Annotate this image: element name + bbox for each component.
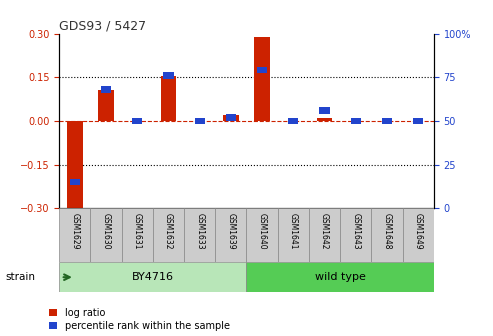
Text: GDS93 / 5427: GDS93 / 5427 (59, 19, 146, 33)
Bar (163, 73, 174, 79)
Bar (67, 121, 83, 210)
Bar (122, 208, 153, 262)
Text: strain: strain (5, 272, 35, 282)
Text: GSM1641: GSM1641 (289, 213, 298, 249)
Text: GSM1640: GSM1640 (258, 213, 267, 249)
Text: wild type: wild type (315, 272, 366, 282)
Bar (309, 208, 340, 262)
Text: GSM1642: GSM1642 (320, 213, 329, 249)
Bar (70, 179, 80, 185)
Bar (288, 118, 298, 124)
Bar (257, 67, 267, 73)
Bar (351, 118, 361, 124)
Text: GSM1629: GSM1629 (70, 213, 79, 249)
Bar (184, 208, 215, 262)
Bar (382, 118, 392, 124)
Bar (246, 208, 278, 262)
Text: GSM1630: GSM1630 (102, 213, 110, 249)
Bar (161, 76, 176, 121)
Bar (226, 114, 236, 121)
Bar (98, 90, 114, 121)
Bar (246, 262, 434, 292)
Text: GSM1632: GSM1632 (164, 213, 173, 249)
Text: GSM1633: GSM1633 (195, 213, 204, 249)
Bar (413, 118, 423, 124)
Bar (340, 208, 371, 262)
Bar (403, 208, 434, 262)
Bar (223, 115, 239, 121)
Text: GSM1648: GSM1648 (383, 213, 391, 249)
Bar (90, 208, 122, 262)
Bar (101, 86, 111, 92)
Bar (59, 208, 90, 262)
Text: GSM1649: GSM1649 (414, 213, 423, 249)
Bar (195, 118, 205, 124)
Bar (153, 208, 184, 262)
Text: GSM1639: GSM1639 (226, 213, 235, 249)
Bar (132, 118, 142, 124)
Bar (319, 108, 330, 114)
Text: GSM1631: GSM1631 (133, 213, 141, 249)
Bar (59, 262, 246, 292)
Legend: log ratio, percentile rank within the sample: log ratio, percentile rank within the sa… (49, 308, 230, 331)
Text: GSM1643: GSM1643 (352, 213, 360, 249)
Bar (254, 37, 270, 121)
Bar (278, 208, 309, 262)
Bar (371, 208, 403, 262)
Bar (215, 208, 246, 262)
Bar (317, 118, 332, 121)
Text: BY4716: BY4716 (132, 272, 174, 282)
